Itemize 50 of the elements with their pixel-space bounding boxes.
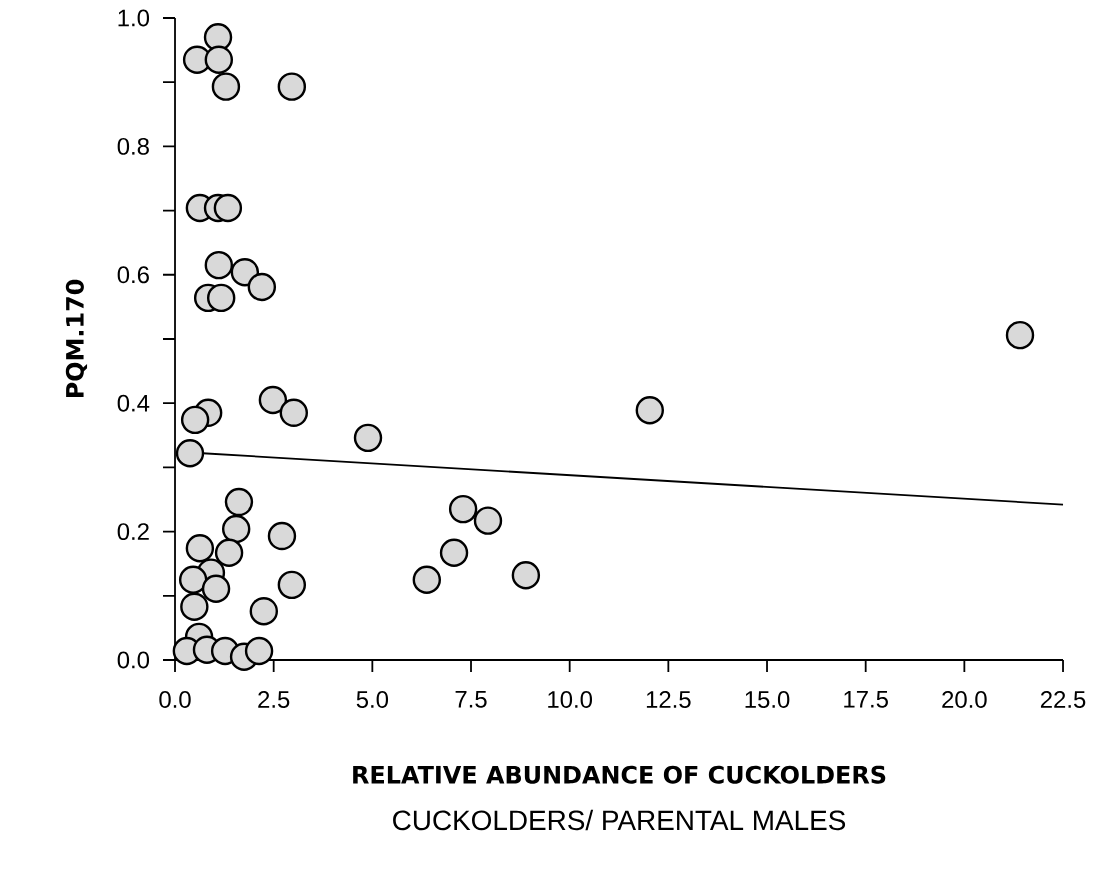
- point: [439, 538, 469, 567]
- point: [203, 23, 233, 52]
- x-tick-label: 17.5: [844, 691, 888, 708]
- x-tick-label: 7.5: [455, 691, 487, 708]
- y-axis-title: PQM.170: [65, 279, 88, 398]
- x-tick-label: 20.0: [942, 691, 987, 708]
- point: [224, 487, 254, 517]
- x-tick-label: 5.0: [356, 691, 389, 708]
- point: [180, 405, 210, 435]
- point: [1005, 320, 1035, 350]
- point: [258, 385, 288, 415]
- x-tick-label: 10.0: [548, 691, 593, 708]
- point: [204, 45, 234, 74]
- point: [214, 538, 244, 567]
- y-tick-label: 0.6: [117, 266, 149, 284]
- point: [201, 574, 231, 603]
- point: [277, 72, 307, 101]
- point: [277, 570, 307, 600]
- point: [185, 534, 215, 563]
- point: [448, 494, 478, 524]
- x-tick-label: 15.0: [745, 691, 790, 708]
- x-tick-label: 22.5: [1040, 691, 1086, 708]
- point: [178, 565, 208, 594]
- point: [412, 565, 442, 594]
- point: [247, 272, 277, 302]
- point: [279, 398, 309, 428]
- point: [244, 636, 274, 666]
- x-tick-label: 2.5: [258, 691, 290, 708]
- x-tick-label: 12.5: [646, 691, 691, 708]
- point: [206, 283, 236, 313]
- point: [511, 561, 541, 590]
- point: [249, 596, 279, 626]
- point: [473, 506, 503, 535]
- y-tick-label: 1.0: [118, 9, 150, 27]
- x-tick-label: 0.0: [159, 691, 191, 708]
- point: [211, 72, 241, 101]
- point: [204, 250, 234, 280]
- point: [267, 521, 297, 551]
- y-tick-label: 0.4: [117, 394, 150, 412]
- point: [635, 396, 664, 425]
- point: [213, 193, 243, 223]
- point: [180, 592, 209, 621]
- y-tick-label: 0.8: [117, 137, 149, 155]
- point: [175, 439, 205, 468]
- x-axis-title: RELATIVE ABUNDANCE OF CUCKOLDERS: [353, 765, 886, 784]
- point: [353, 423, 383, 453]
- y-tick-label: 0.0: [117, 651, 150, 669]
- text: CUCKOLDERS/ PARENTAL MALES: [393, 809, 846, 831]
- y-tick-label: 0.2: [117, 523, 149, 541]
- point: [221, 514, 251, 544]
